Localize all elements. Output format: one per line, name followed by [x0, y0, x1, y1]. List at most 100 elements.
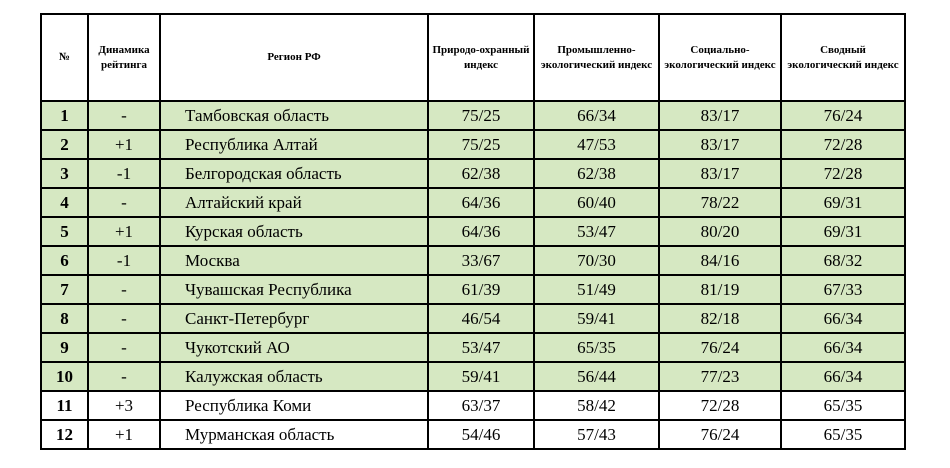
cell-num: 2: [40, 129, 89, 160]
cell-dynamics: +1: [87, 419, 161, 450]
cell-summary-index: 66/34: [780, 303, 906, 334]
table-row: 7- Чувашская Республика 61/39 51/49 81/19 67/…: [40, 274, 906, 305]
table-row: 4- Алтайский край 64/36 60/40 78/22 69/31: [40, 187, 906, 218]
table-row: 3 -1 Белгородская область 62/38 62/38 83/17 72…: [40, 158, 906, 189]
cell-region: Чукотский АО: [159, 332, 429, 363]
rating-table-body: 1- Тамбовская область 75/25 66/34 83/17 76/24…: [40, 100, 906, 450]
cell-region: Чувашская Республика: [159, 274, 429, 305]
cell-summary-index: 72/28: [780, 129, 906, 160]
table-row: 11 +3 Республика Коми 63/37 58/42 72/28 65/35: [40, 390, 906, 421]
cell-industrial-index: 57/43: [533, 419, 660, 450]
cell-summary-index: 65/35: [780, 390, 906, 421]
cell-region: Тамбовская область: [159, 100, 429, 131]
cell-industrial-index: 56/44: [533, 361, 660, 392]
cell-num: 7: [40, 274, 89, 305]
table-row: 1- Тамбовская область 75/25 66/34 83/17 76/24: [40, 100, 906, 131]
cell-region: Мурманская область: [159, 419, 429, 450]
cell-industrial-index: 70/30: [533, 245, 660, 276]
cell-region: Республика Коми: [159, 390, 429, 421]
cell-summary-index: 66/34: [780, 332, 906, 363]
cell-nature-index: 64/36: [427, 187, 535, 218]
cell-region: Курская область: [159, 216, 429, 247]
cell-social-index: 83/17: [658, 100, 782, 131]
cell-dynamics: -: [87, 361, 161, 392]
cell-summary-index: 68/32: [780, 245, 906, 276]
cell-industrial-index: 62/38: [533, 158, 660, 189]
header-social-index: Социально-экологический индекс: [658, 13, 782, 102]
table-row: 5 +1 Курская область 64/36 53/47 80/20 69/31: [40, 216, 906, 247]
cell-social-index: 84/16: [658, 245, 782, 276]
header-row: № Динамика рейтинга Регион РФ Природо-ох…: [40, 13, 906, 102]
cell-industrial-index: 58/42: [533, 390, 660, 421]
cell-summary-index: 65/35: [780, 419, 906, 450]
cell-nature-index: 75/25: [427, 100, 535, 131]
cell-social-index: 77/23: [658, 361, 782, 392]
rating-table: № Динамика рейтинга Регион РФ Природо-ох…: [40, 13, 906, 450]
cell-summary-index: 67/33: [780, 274, 906, 305]
cell-num: 4: [40, 187, 89, 218]
cell-region: Белгородская область: [159, 158, 429, 189]
cell-industrial-index: 60/40: [533, 187, 660, 218]
cell-nature-index: 33/67: [427, 245, 535, 276]
cell-num: 9: [40, 332, 89, 363]
cell-social-index: 76/24: [658, 419, 782, 450]
cell-industrial-index: 51/49: [533, 274, 660, 305]
cell-summary-index: 66/34: [780, 361, 906, 392]
cell-region: Республика Алтай: [159, 129, 429, 160]
cell-num: 10: [40, 361, 89, 392]
header-industrial-index: Промышленно-экологический индекс: [533, 13, 660, 102]
cell-region: Алтайский край: [159, 187, 429, 218]
cell-summary-index: 69/31: [780, 187, 906, 218]
cell-industrial-index: 66/34: [533, 100, 660, 131]
cell-nature-index: 59/41: [427, 361, 535, 392]
table-row: 8- Санкт-Петербург 46/54 59/41 82/18 66/34: [40, 303, 906, 334]
table-row: 12 +1 Мурманская область 54/46 57/43 76/24 65/…: [40, 419, 906, 450]
cell-social-index: 83/17: [658, 158, 782, 189]
cell-summary-index: 72/28: [780, 158, 906, 189]
cell-dynamics: +1: [87, 216, 161, 247]
cell-nature-index: 54/46: [427, 419, 535, 450]
cell-num: 8: [40, 303, 89, 334]
cell-region: Санкт-Петербург: [159, 303, 429, 334]
header-region: Регион РФ: [159, 13, 429, 102]
cell-industrial-index: 47/53: [533, 129, 660, 160]
cell-summary-index: 76/24: [780, 100, 906, 131]
cell-industrial-index: 59/41: [533, 303, 660, 334]
cell-nature-index: 62/38: [427, 158, 535, 189]
cell-summary-index: 69/31: [780, 216, 906, 247]
cell-industrial-index: 65/35: [533, 332, 660, 363]
cell-social-index: 81/19: [658, 274, 782, 305]
cell-social-index: 72/28: [658, 390, 782, 421]
cell-dynamics: -: [87, 332, 161, 363]
table-row: 6 -1 Москва 33/67 70/30 84/16 68/32: [40, 245, 906, 276]
cell-num: 11: [40, 390, 89, 421]
header-num: №: [40, 13, 89, 102]
cell-nature-index: 46/54: [427, 303, 535, 334]
cell-dynamics: -1: [87, 158, 161, 189]
cell-social-index: 78/22: [658, 187, 782, 218]
cell-social-index: 82/18: [658, 303, 782, 334]
cell-dynamics: +3: [87, 390, 161, 421]
cell-nature-index: 64/36: [427, 216, 535, 247]
cell-num: 1: [40, 100, 89, 131]
table-row: 9- Чукотский АО 53/47 65/35 76/24 66/34: [40, 332, 906, 363]
header-nature-index: Природо-охранный индекс: [427, 13, 535, 102]
cell-nature-index: 61/39: [427, 274, 535, 305]
table-row: 2 +1 Республика Алтай 75/25 47/53 83/17 72/28: [40, 129, 906, 160]
cell-num: 12: [40, 419, 89, 450]
cell-region: Москва: [159, 245, 429, 276]
cell-dynamics: -: [87, 100, 161, 131]
cell-dynamics: -: [87, 303, 161, 334]
cell-industrial-index: 53/47: [533, 216, 660, 247]
table-row: 10- Калужская область 59/41 56/44 77/23 66/34: [40, 361, 906, 392]
cell-dynamics: -1: [87, 245, 161, 276]
cell-dynamics: -: [87, 187, 161, 218]
cell-num: 3: [40, 158, 89, 189]
header-summary-index: Сводный экологический индекс: [780, 13, 906, 102]
cell-nature-index: 63/37: [427, 390, 535, 421]
cell-dynamics: -: [87, 274, 161, 305]
cell-social-index: 83/17: [658, 129, 782, 160]
cell-region: Калужская область: [159, 361, 429, 392]
cell-nature-index: 53/47: [427, 332, 535, 363]
cell-num: 6: [40, 245, 89, 276]
